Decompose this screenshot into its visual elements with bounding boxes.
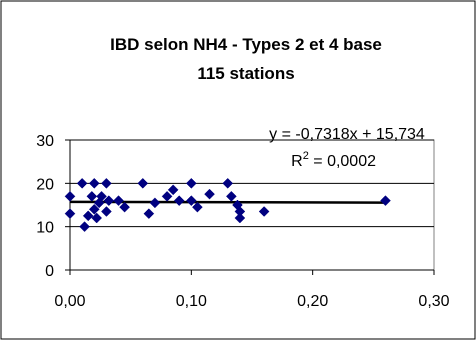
data-point-30	[234, 212, 246, 224]
data-point-7	[88, 203, 100, 215]
data-point-17	[143, 208, 155, 220]
data-points	[64, 177, 391, 233]
r-squared-exponent: 2	[303, 150, 309, 162]
r-squared-prefix: R	[291, 153, 303, 170]
x-tick-label-0: 0,00	[54, 293, 85, 310]
data-point-15	[119, 201, 130, 213]
gridlines	[70, 139, 434, 228]
data-point-8	[91, 212, 103, 224]
y-tick-label-2: 20	[36, 176, 54, 193]
data-point-10	[96, 190, 107, 202]
chart-title-line-1: IBD selon NH4 - Types 2 et 4 base	[110, 35, 382, 54]
data-point-32	[380, 195, 391, 207]
y-tick-label-1: 10	[36, 220, 54, 237]
data-point-24	[192, 201, 203, 213]
x-tick-label-3: 0,30	[418, 293, 449, 310]
data-point-14	[113, 195, 124, 207]
data-point-23	[185, 195, 197, 207]
data-point-4	[82, 210, 94, 222]
x-tick-label-2: 0,20	[297, 293, 328, 310]
x-tick-label-1: 0,10	[176, 293, 207, 310]
data-point-2	[76, 177, 88, 189]
y-tick-label-0: 0	[45, 263, 54, 280]
data-point-1	[64, 208, 76, 220]
data-point-25	[204, 188, 215, 200]
trendline-equation: y = -0,7318x + 15,734	[269, 126, 425, 143]
data-point-5	[86, 190, 98, 202]
data-point-11	[101, 177, 112, 189]
data-point-0	[64, 190, 76, 202]
data-point-12	[101, 206, 112, 217]
data-point-6	[88, 177, 100, 189]
data-point-20	[167, 184, 179, 196]
data-point-16	[137, 177, 149, 189]
data-point-31	[258, 206, 270, 217]
data-point-19	[161, 190, 173, 202]
axes: 0 10 20 30 0,00 0,10 0,20 0,30	[36, 133, 449, 310]
r-squared-label: R2 = 0,0002	[291, 150, 376, 170]
data-point-21	[173, 195, 185, 207]
data-point-13	[103, 195, 115, 207]
data-point-26	[222, 177, 234, 189]
data-point-18	[149, 197, 161, 209]
plot-area	[69, 139, 435, 271]
data-point-27	[226, 190, 237, 202]
chart-title-line-2: 115 stations	[197, 64, 294, 83]
y-tick-label-3: 30	[36, 133, 54, 150]
data-point-22	[185, 177, 197, 189]
data-point-3	[79, 221, 90, 233]
r-squared-value: = 0,0002	[309, 153, 376, 170]
